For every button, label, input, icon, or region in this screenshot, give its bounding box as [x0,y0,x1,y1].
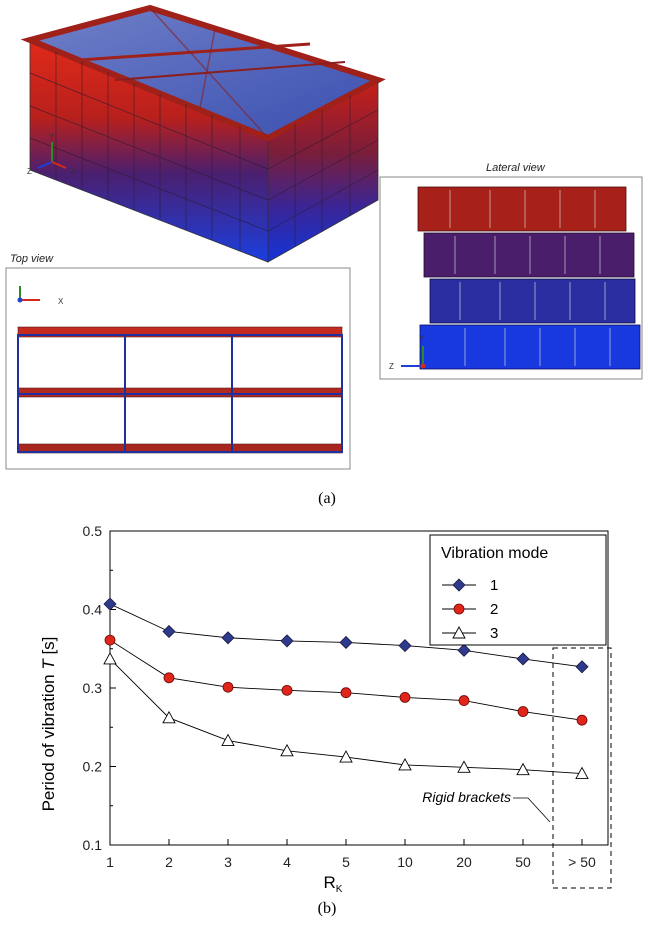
x-tick-label: 2 [165,854,173,870]
svg-text:X: X [58,297,64,306]
circle-marker [576,714,588,726]
x-tick-label: 5 [342,854,350,870]
diamond-marker [457,643,471,657]
caption-b: (b) [318,900,337,917]
triangle-marker [280,743,294,757]
triangle-marker [221,733,235,747]
legend-item-2: 2 [442,601,498,618]
legend-title: Vibration mode [441,545,548,562]
svg-text:Z: Z [27,167,32,176]
circle-marker [222,681,234,693]
diamond-marker [280,634,294,648]
circle-marker [281,684,293,696]
circle-marker [163,672,175,684]
y-tick-label: 0.2 [83,759,103,775]
diamond-marker [162,624,176,639]
svg-text:Y: Y [49,132,55,141]
lateral-view-label: Lateral view [486,162,546,174]
legend-label: 2 [490,601,498,618]
rigid-brackets-box [552,647,612,889]
legend-items: 1 2 3 [442,577,498,642]
y-tick-label: 0.1 [83,837,103,853]
y-tick-label: 0.4 [83,602,103,618]
rigid-brackets-leader [513,797,551,823]
diamond-marker [575,660,589,674]
chart-panel-b: 0.1 0.2 0.3 0.4 0.5 1 2 3 4 5 10 20 50 > 50 Rigid br… [39,523,612,917]
figure-panel-a: Y X Z Top view X Lateral view [5,4,643,507]
y-axis: 0.1 0.2 0.3 0.4 0.5 [83,523,116,853]
y-axis-title-var: T [39,658,58,670]
y-axis-title-main: Period of vibration [39,670,58,812]
series-mode-2 [104,634,588,726]
diamond-marker [221,631,235,645]
circle-marker [399,692,411,703]
caption-a: (a) [318,490,336,507]
circle-marker [517,706,529,717]
top-view: X [5,267,351,470]
legend-label: 1 [490,577,498,594]
legend-item-1: 1 [442,577,498,594]
y-tick-label: 0.5 [83,523,103,539]
svg-text:X: X [70,167,76,176]
diamond-marker [339,635,353,650]
y-tick-label: 0.3 [83,680,103,696]
series-layer [103,597,589,780]
triangle-marker [457,760,471,773]
svg-text:Z: Z [389,362,394,371]
triangle-marker [398,757,412,771]
x-tick-label: 4 [283,854,291,870]
model-axes-icon: Y X Z [27,132,76,176]
diamond-marker [103,597,117,611]
series-mode-1 [103,597,589,674]
y-axis-title: Period of vibration T [s] [39,637,58,812]
x-axis-title-sub: K [336,884,343,895]
x-tick-label: 50 [515,854,531,870]
diamond-marker [452,578,466,592]
triangle-marker [339,750,353,763]
rigid-brackets-label: Rigid brackets [422,789,511,805]
x-tick-label: 20 [456,854,472,870]
triangle-marker [103,652,117,665]
x-tick-label: 1 [106,854,114,870]
legend-item-3: 3 [442,625,498,642]
isometric-model: Y X Z [20,4,386,263]
legend: Vibration mode 1 2 3 [429,534,607,646]
x-tick-label: 3 [224,854,232,870]
circle-marker [453,603,465,615]
x-axis-title-main: R [324,873,336,892]
triangle-marker [516,762,530,776]
x-tick-label: 10 [397,854,413,870]
top-view-label: Top view [10,253,54,265]
triangle-marker [575,766,589,780]
diamond-marker [398,639,412,653]
diamond-marker [516,652,530,666]
rigid-brackets-annotation: Rigid brackets [422,647,612,889]
circle-marker [340,687,352,699]
triangle-marker [452,626,466,639]
lateral-view: Y Z [379,176,643,380]
series-line [109,639,583,721]
x-axis-title: RK [324,873,343,895]
circle-marker [458,695,470,706]
svg-text:Y: Y [419,334,425,343]
triangle-marker [162,710,176,724]
circle-marker [104,634,116,646]
x-axis: 1 2 3 4 5 10 20 50 > 50 [106,839,596,870]
y-axis-title-unit: [s] [39,637,58,660]
x-tick-label: > 50 [568,854,596,870]
legend-label: 3 [490,625,498,642]
series-mode-3 [103,652,589,780]
